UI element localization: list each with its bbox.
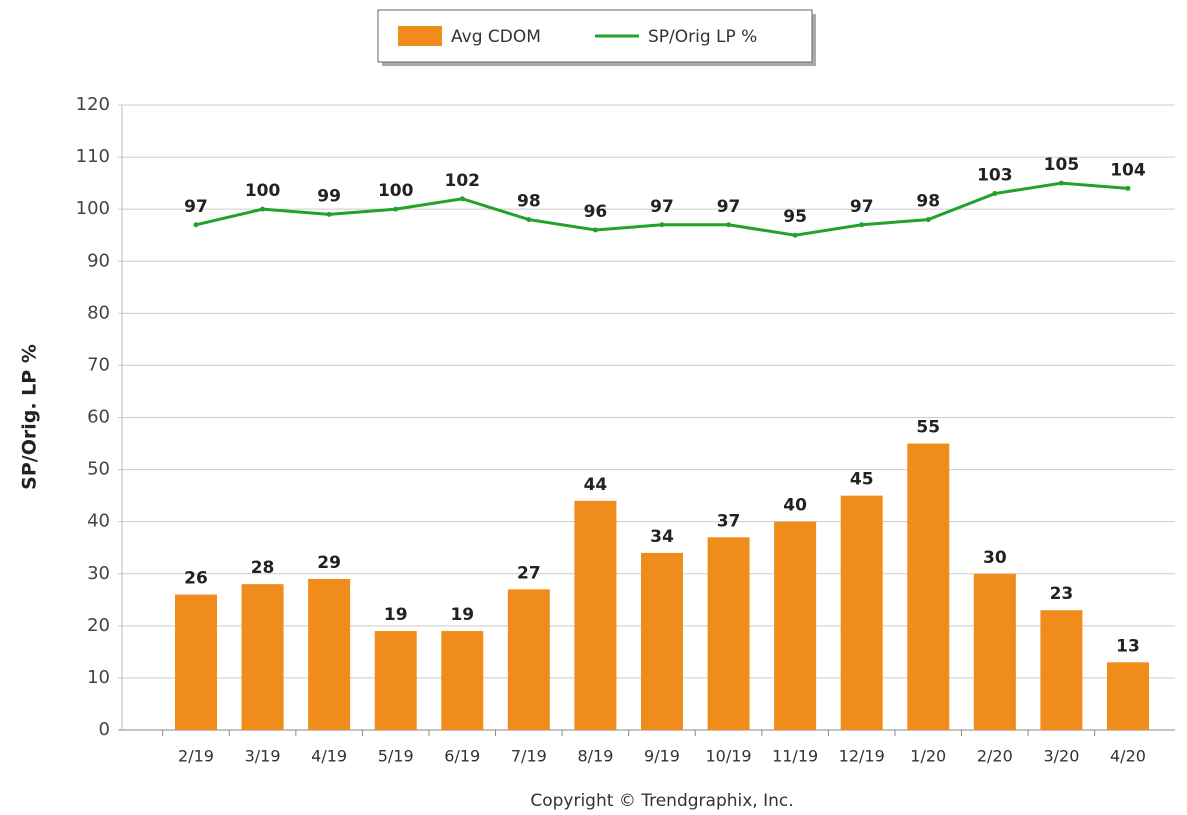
data-label: 29 — [317, 553, 341, 573]
y-tick-label: 70 — [87, 354, 110, 375]
x-tick-label: 3/20 — [1043, 747, 1079, 766]
data-label: 28 — [251, 558, 275, 578]
footer: Copyright © Trendgraphix, Inc. — [530, 791, 793, 811]
bar — [241, 584, 284, 730]
data-label: 100 — [378, 181, 414, 201]
bar — [175, 594, 217, 730]
x-tick-label: 10/19 — [706, 747, 752, 766]
y-tick-label: 100 — [76, 198, 110, 219]
bar — [308, 578, 351, 730]
data-label: 27 — [517, 563, 541, 583]
x-tick-label: 11/19 — [772, 747, 818, 766]
y-axis-label: SP/Orig. LP % — [19, 344, 41, 490]
bar — [840, 495, 883, 730]
y-tick-label: 30 — [87, 563, 110, 584]
bar — [707, 537, 750, 730]
legend-label: Avg CDOM — [451, 27, 541, 47]
point — [526, 217, 532, 223]
data-label: 97 — [650, 197, 674, 217]
x-tick-label: 2/19 — [178, 747, 214, 766]
x-tick-label: 4/20 — [1110, 747, 1146, 766]
bar — [907, 443, 950, 730]
x-tick-label: 6/19 — [444, 747, 480, 766]
data-label: 26 — [184, 569, 208, 589]
y-tick-label: 10 — [87, 667, 110, 688]
data-label: 98 — [517, 192, 541, 212]
point — [1125, 185, 1131, 191]
point — [726, 222, 732, 228]
x-tick-label: 7/19 — [511, 747, 547, 766]
x-tick-label: 12/19 — [839, 747, 885, 766]
data-label: 30 — [983, 548, 1007, 568]
data-label: 97 — [717, 197, 741, 217]
data-label: 102 — [445, 171, 481, 191]
data-label: 44 — [584, 475, 608, 495]
y-tick-label: 0 — [99, 719, 110, 740]
bar — [574, 500, 617, 730]
data-label: 100 — [245, 181, 281, 201]
bar — [640, 552, 683, 730]
data-label: 96 — [584, 202, 608, 222]
data-label: 45 — [850, 470, 874, 490]
point — [326, 211, 332, 217]
legend-swatch — [398, 26, 442, 46]
point — [659, 222, 665, 228]
bar — [774, 521, 817, 730]
bar — [441, 631, 484, 730]
data-label: 97 — [184, 197, 208, 217]
point — [859, 222, 865, 228]
bar — [1040, 610, 1083, 730]
point — [393, 206, 399, 212]
x-tick-label: 5/19 — [378, 747, 414, 766]
x-tick-label: 2/20 — [977, 747, 1013, 766]
y-tick-label: 80 — [87, 302, 110, 323]
data-label: 13 — [1116, 636, 1140, 656]
x-tick-label: 9/19 — [644, 747, 680, 766]
x-tick-label: 8/19 — [577, 747, 613, 766]
data-label: 103 — [977, 166, 1013, 186]
y-tick-label: 60 — [87, 407, 110, 428]
x-tick-label: 1/20 — [910, 747, 946, 766]
data-label: 19 — [450, 605, 474, 625]
y-tick-label: 50 — [87, 459, 110, 480]
y-tick-label: 110 — [76, 146, 110, 167]
data-label: 98 — [916, 192, 940, 212]
point — [193, 222, 199, 228]
data-label: 40 — [783, 496, 807, 516]
bar — [507, 589, 550, 730]
y-tick-label: 20 — [87, 615, 110, 636]
data-label: 104 — [1110, 160, 1146, 180]
data-label: 19 — [384, 605, 408, 625]
data-label: 95 — [783, 207, 807, 227]
data-label: 37 — [717, 511, 741, 531]
point — [792, 232, 798, 238]
point — [1058, 180, 1064, 186]
y-tick-label: 120 — [76, 94, 110, 115]
data-label: 34 — [650, 527, 674, 547]
x-tick-label: 3/19 — [245, 747, 281, 766]
y-tick-label: 40 — [87, 511, 110, 532]
point — [260, 206, 266, 212]
legend-label: SP/Orig LP % — [648, 27, 757, 47]
data-label: 99 — [317, 186, 341, 206]
point — [992, 191, 998, 197]
data-label: 97 — [850, 197, 874, 217]
x-tick-label: 4/19 — [311, 747, 347, 766]
point — [459, 196, 465, 202]
bar — [973, 573, 1016, 730]
data-label: 105 — [1044, 155, 1080, 175]
bar — [374, 631, 417, 730]
point — [925, 217, 931, 223]
y-tick-label: 90 — [87, 250, 110, 271]
point — [592, 227, 598, 233]
data-label: 55 — [916, 418, 940, 438]
bar — [1106, 662, 1149, 730]
data-label: 23 — [1050, 584, 1074, 604]
